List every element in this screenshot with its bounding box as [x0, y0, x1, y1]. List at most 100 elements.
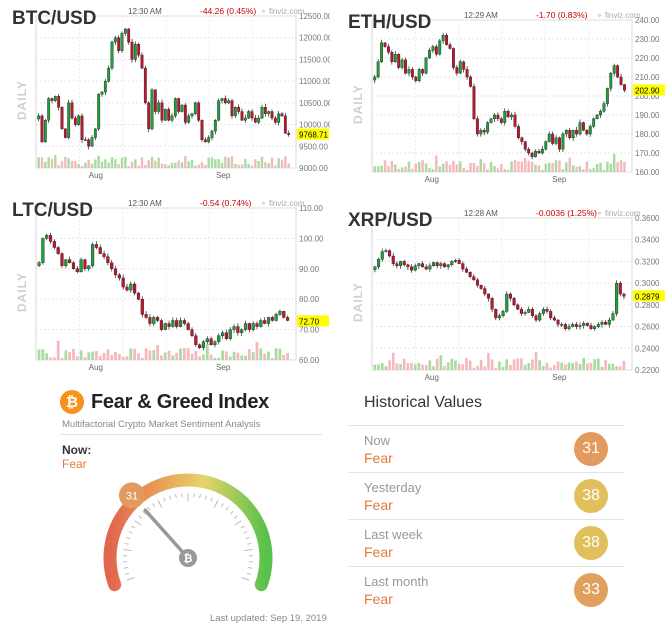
volume-bar	[531, 359, 534, 370]
eth-chart: 240.00 230.00 220.00 210.00 200.00 190.00 180.…	[348, 10, 665, 184]
volume-bar	[154, 160, 157, 168]
candle	[113, 268, 118, 276]
candle	[243, 323, 248, 330]
candle	[402, 261, 406, 265]
x-tick-label: Sep	[216, 363, 231, 372]
volume-bar	[465, 358, 468, 370]
candle	[80, 115, 84, 140]
candle	[578, 325, 582, 327]
volume-bar	[210, 157, 214, 168]
candle	[287, 133, 291, 135]
volume-bar	[501, 366, 505, 370]
candle	[611, 313, 615, 321]
volume-bar	[54, 155, 57, 168]
candle	[153, 89, 157, 112]
x-tick-label: Aug	[89, 171, 103, 180]
volume-bar	[137, 353, 140, 360]
candle	[207, 137, 211, 143]
volume-bar	[483, 366, 487, 370]
candle	[519, 308, 523, 314]
volume-bar	[127, 165, 130, 168]
last-price-box	[633, 290, 665, 302]
candle	[561, 133, 565, 150]
y-tick-label: 200.00	[635, 92, 660, 101]
candle	[180, 104, 184, 112]
candle	[527, 308, 531, 313]
volume-bar	[230, 156, 234, 168]
candle	[563, 324, 567, 329]
volume-bar	[64, 350, 68, 360]
candle	[178, 320, 183, 327]
candle	[163, 109, 167, 121]
volume-bar	[179, 348, 182, 360]
historical-row-label: Now	[364, 433, 391, 448]
candle	[270, 317, 274, 321]
candle	[278, 311, 282, 315]
candle	[442, 263, 447, 268]
historical-row-label: Yesterday	[364, 480, 422, 495]
candle	[190, 329, 194, 336]
volume-bar	[263, 353, 267, 360]
candle	[277, 113, 281, 123]
candle	[581, 122, 585, 131]
candle	[616, 65, 620, 78]
candle	[494, 308, 498, 319]
candle	[201, 341, 206, 349]
volume-bar	[435, 358, 439, 370]
volume-bar	[140, 357, 144, 360]
volume-bar	[441, 163, 445, 172]
candle	[236, 326, 240, 333]
candle	[255, 323, 259, 327]
volume-bar	[493, 166, 496, 172]
x-tick-label: Sep	[552, 373, 567, 382]
gauge-tick	[210, 497, 213, 502]
volume-bar	[174, 162, 177, 168]
volume-bar	[567, 362, 571, 370]
candle	[448, 44, 452, 49]
volume-bar	[479, 159, 483, 172]
y-tick-label: 11000.00	[299, 77, 330, 86]
volume-bar	[561, 169, 565, 172]
volume-bar	[553, 365, 556, 370]
candle	[619, 76, 623, 85]
candle	[534, 150, 537, 158]
volume-bar	[284, 156, 287, 168]
volume-bar	[260, 156, 264, 168]
candle	[438, 40, 442, 55]
volume-bar	[527, 160, 530, 172]
candle	[110, 41, 114, 69]
candle	[534, 315, 538, 321]
x-tick-label: Aug	[89, 363, 103, 372]
now-value: Fear	[62, 457, 87, 471]
volume-bar	[461, 364, 465, 370]
bitcoin-icon: ₿	[60, 390, 84, 414]
candle	[217, 100, 221, 121]
volume-bar	[513, 160, 517, 172]
volume-bar	[224, 156, 227, 168]
volume-bar	[457, 363, 461, 370]
volume-bar	[472, 367, 476, 370]
candle	[228, 329, 232, 339]
volume-bar	[565, 162, 568, 172]
volume-bar	[228, 356, 232, 360]
chart-change: -0.0036 (1.25%)	[536, 208, 597, 218]
candle	[516, 126, 520, 139]
candle	[113, 37, 117, 43]
volume-bar	[571, 362, 574, 370]
candle	[167, 109, 171, 121]
candle	[541, 308, 545, 314]
volume-bar	[91, 351, 94, 360]
volume-bar	[50, 159, 54, 168]
candle	[588, 126, 592, 135]
y-tick-label: 90.00	[299, 265, 320, 274]
candle	[250, 111, 254, 119]
candle	[157, 102, 161, 112]
volume-bar	[545, 363, 549, 370]
volume-bar	[571, 165, 575, 172]
gauge-tick	[213, 500, 219, 508]
volume-bar	[100, 161, 104, 168]
volume-bar	[411, 168, 414, 172]
volume-bar	[163, 352, 167, 360]
volume-bar	[49, 357, 52, 360]
candle	[469, 76, 472, 87]
